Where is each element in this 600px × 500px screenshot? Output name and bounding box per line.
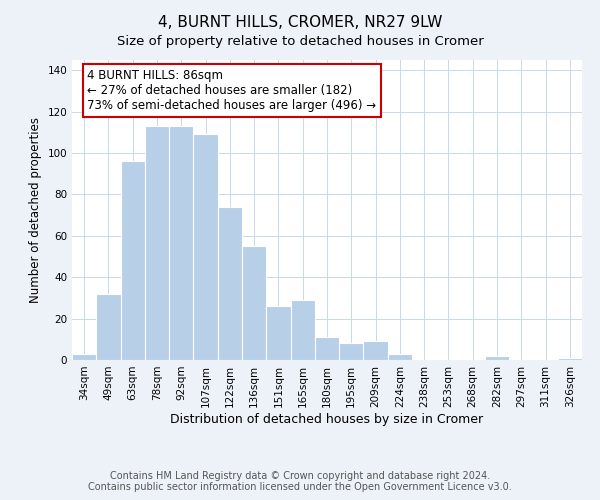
Bar [169, 126, 193, 360]
Bar [193, 134, 218, 360]
Bar [145, 126, 169, 360]
Bar [558, 358, 582, 360]
Text: 4 BURNT HILLS: 86sqm
← 27% of detached houses are smaller (182)
73% of semi-deta: 4 BURNT HILLS: 86sqm ← 27% of detached h… [88, 69, 376, 112]
Text: Contains HM Land Registry data © Crown copyright and database right 2024.
Contai: Contains HM Land Registry data © Crown c… [88, 471, 512, 492]
Bar [315, 337, 339, 360]
X-axis label: Distribution of detached houses by size in Cromer: Distribution of detached houses by size … [170, 412, 484, 426]
Bar [388, 354, 412, 360]
Bar [218, 207, 242, 360]
Text: 4, BURNT HILLS, CROMER, NR27 9LW: 4, BURNT HILLS, CROMER, NR27 9LW [158, 15, 442, 30]
Bar [485, 356, 509, 360]
Bar [121, 162, 145, 360]
Bar [364, 342, 388, 360]
Bar [266, 306, 290, 360]
Bar [72, 354, 96, 360]
Bar [290, 300, 315, 360]
Bar [96, 294, 121, 360]
Bar [242, 246, 266, 360]
Text: Size of property relative to detached houses in Cromer: Size of property relative to detached ho… [116, 35, 484, 48]
Bar [339, 344, 364, 360]
Y-axis label: Number of detached properties: Number of detached properties [29, 117, 42, 303]
